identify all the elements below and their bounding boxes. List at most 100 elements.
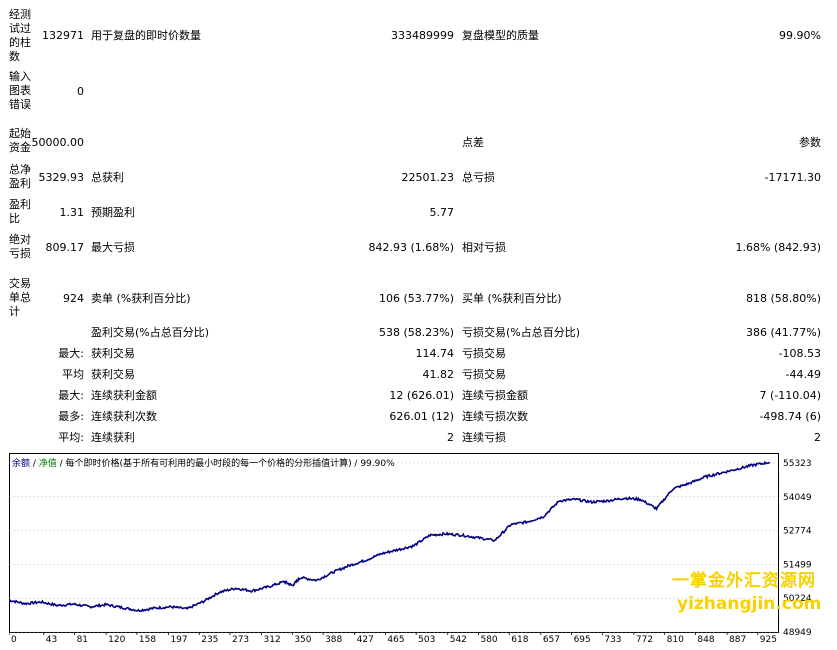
value-average-consecutive-losses: 2: [814, 431, 821, 444]
label-average-profit-trade: 获利交易: [91, 368, 135, 381]
x-tick-label: 657: [543, 635, 560, 643]
x-tick-label: 273: [232, 635, 249, 643]
value-average-consecutive-wins: 2: [447, 431, 454, 444]
prefix-average-consecutive: 平均:: [58, 431, 84, 444]
label-initial-deposit: 起始资金: [9, 127, 31, 154]
x-tick-label: 925: [760, 635, 777, 643]
value-total-trades: 924: [63, 292, 84, 305]
value-bars-tested: 132971: [42, 29, 84, 42]
chart-x-ticks: 0 43 81 120 158 197 235 273 312 350 388 427 465 503 54…: [9, 632, 777, 643]
balance-line: [9, 460, 771, 613]
label-consecutive-wins-amount: 连续获利金额: [91, 389, 157, 402]
x-tick-label: 0: [11, 635, 17, 643]
label-profit-trades: 盈利交易(%占总百分比): [91, 326, 210, 339]
value-profit-factor: 1.31: [59, 206, 85, 219]
value-largest-loss-trade: -108.53: [778, 347, 821, 360]
watermark-url: yizhangjin.com: [677, 594, 822, 614]
x-tick-label: 848: [697, 635, 714, 643]
x-tick-label: 887: [729, 635, 746, 643]
value-net-profit: 5329.93: [38, 171, 85, 184]
x-tick-label: 350: [294, 635, 311, 643]
value-ticks-modelled: 333489999: [391, 29, 454, 42]
x-tick-label: 503: [418, 635, 435, 643]
x-tick-label: 465: [387, 635, 404, 643]
value-profit-trades: 538 (58.23%): [378, 326, 454, 339]
prefix-average: 平均: [62, 368, 84, 381]
x-tick-label: 810: [667, 635, 684, 643]
x-tick-label: 427: [357, 635, 374, 643]
prefix-maximal: 最多:: [58, 410, 84, 423]
label-absolute-drawdown: 绝对亏损: [9, 233, 31, 260]
y-tick-label: 48949: [783, 628, 812, 638]
x-tick-label: 197: [170, 635, 187, 643]
report-table: 经测试过的柱数 132971 用于复盘的即时价数量 333489999 复盘模型…: [9, 8, 821, 444]
label-average-consecutive-losses: 连续亏损: [462, 431, 506, 444]
value-gross-loss: -17171.30: [764, 171, 821, 184]
value-mismatched-errors: 0: [77, 85, 84, 98]
chart-plot-area: [9, 453, 779, 633]
label-gross-loss: 总亏损: [462, 171, 495, 184]
value-short-positions: 106 (53.77%): [378, 292, 454, 305]
x-tick-label: 81: [77, 635, 88, 643]
x-tick-label: 158: [139, 635, 156, 643]
legend-description: / 每个即时价格(基于所有可利用的最小时段的每一个价格的分形插值计算) / 99…: [56, 459, 395, 469]
value-long-positions: 818 (58.80%): [745, 292, 821, 305]
legend-separator-1: /: [30, 459, 39, 469]
label-short-positions: 卖单 (%获利百分比): [91, 292, 191, 305]
label-average-loss-trade: 亏损交易: [462, 368, 506, 381]
value-absolute-drawdown: 809.17: [45, 241, 85, 254]
label-loss-trades: 亏损交易(%占总百分比): [462, 326, 581, 339]
chart-legend: 余额 / 净值 / 每个即时价格(基于所有可利用的最小时段的每一个价格的分形插值…: [12, 456, 395, 469]
y-tick-label: 51499: [783, 560, 812, 570]
value-consecutive-losses-count: -498.74 (6): [759, 410, 821, 423]
chart-y-ticks: 55323 54049 52774 51499 50224 48949: [783, 459, 812, 638]
value-largest-profit-trade: 114.74: [415, 347, 455, 360]
label-consecutive-losses-count: 连续亏损次数: [462, 410, 528, 423]
legend-balance: 余额: [12, 459, 31, 469]
x-tick-label: 772: [636, 635, 653, 643]
value-average-profit-trade: 41.82: [422, 368, 455, 381]
value-expected-payoff: 5.77: [429, 206, 455, 219]
y-tick-label: 52774: [783, 527, 812, 537]
x-tick-label: 618: [511, 635, 528, 643]
label-expected-payoff: 预期盈利: [91, 206, 135, 219]
x-tick-label: 695: [574, 635, 591, 643]
label-largest-profit-trade: 获利交易: [91, 347, 135, 360]
balance-chart: 55323 54049 52774 51499 50224 48949 0 43 81 120 1…: [9, 453, 812, 643]
prefix-largest: 最大:: [58, 347, 84, 360]
label-long-positions: 买单 (%获利百分比): [462, 292, 562, 305]
label-consecutive-wins-count: 连续获利次数: [91, 410, 157, 423]
label-net-profit: 总净盈利: [9, 163, 31, 190]
x-tick-label: 388: [325, 635, 342, 643]
value-spread: 参数: [799, 136, 821, 149]
label-largest-loss-trade: 亏损交易: [462, 347, 506, 360]
x-tick-label: 120: [108, 635, 125, 643]
value-loss-trades: 386 (41.77%): [745, 326, 821, 339]
label-profit-factor: 盈利比: [9, 198, 31, 225]
label-consecutive-losses-amount: 连续亏损金额: [462, 389, 528, 402]
label-total-trades: 交易单总计: [9, 277, 31, 318]
x-tick-label: 733: [604, 635, 621, 643]
value-relative-drawdown: 1.68% (842.93): [735, 241, 821, 254]
legend-equity: 净值: [38, 459, 57, 469]
x-tick-label: 542: [450, 635, 467, 643]
label-maximal-drawdown: 最大亏损: [91, 241, 135, 254]
value-consecutive-wins-amount: 12 (626.01): [389, 389, 454, 402]
label-spread: 点差: [462, 136, 484, 149]
value-initial-deposit: 50000.00: [31, 136, 85, 149]
x-tick-label: 580: [480, 635, 497, 643]
value-consecutive-losses-amount: 7 (-110.04): [759, 389, 821, 402]
label-mismatched-errors: 输入图表错误: [9, 70, 31, 111]
y-tick-label: 54049: [783, 493, 812, 503]
label-ticks-modelled: 用于复盘的即时价数量: [91, 29, 201, 42]
prefix-maximum: 最大:: [58, 389, 84, 402]
y-tick-label: 55323: [783, 459, 812, 469]
x-tick-label: 312: [264, 635, 281, 643]
label-bars-tested: 经测试过的柱数: [9, 8, 31, 63]
value-gross-profit: 22501.23: [401, 171, 455, 184]
value-maximal-drawdown: 842.93 (1.68%): [368, 241, 454, 254]
watermark-title: 一掌金外汇资源网: [672, 571, 816, 591]
y-tick-label: 50224: [783, 594, 812, 604]
value-average-loss-trade: -44.49: [785, 368, 821, 381]
label-relative-drawdown: 相对亏损: [462, 241, 506, 254]
